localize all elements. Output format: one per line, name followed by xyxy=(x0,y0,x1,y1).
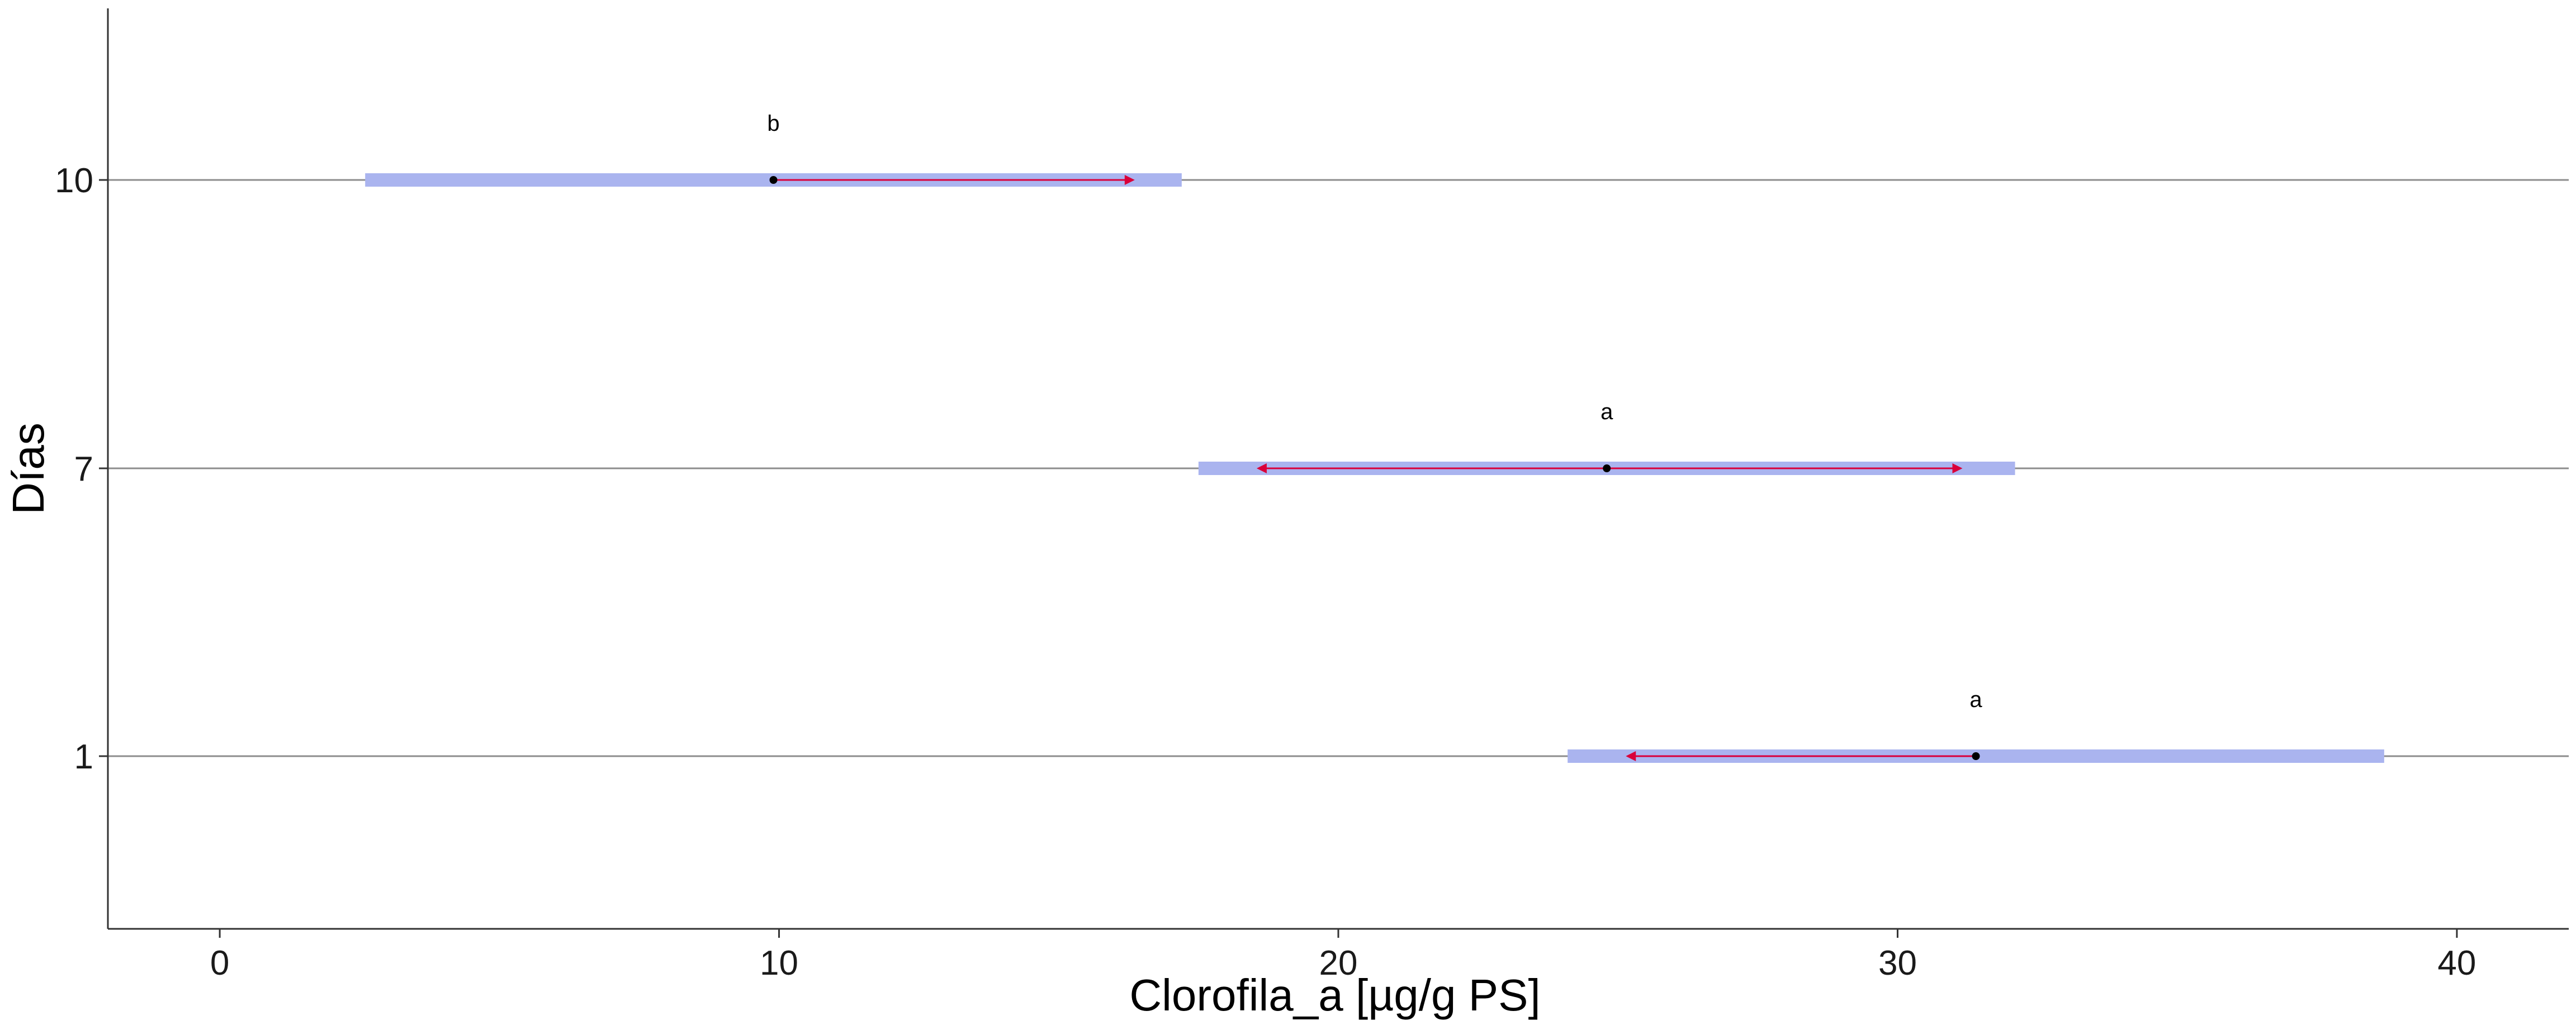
mean-point-day-1 xyxy=(1972,752,1980,760)
x-tick-label-20: 20 xyxy=(1319,944,1358,982)
mean-point-day-7 xyxy=(1603,464,1611,472)
group-label-day-10: b xyxy=(767,111,779,136)
x-tick-label-10: 10 xyxy=(760,944,798,982)
y-axis-title: Días xyxy=(3,423,53,515)
mean-point-day-10 xyxy=(769,176,778,184)
arrowhead-right-day-7 xyxy=(1952,463,1963,473)
ticks-layer: 1 7 10 0 10 20 30 40 xyxy=(55,162,2476,982)
y-tick-label-7: 7 xyxy=(74,450,93,488)
x-tick-label-30: 30 xyxy=(1878,944,1917,982)
arrowhead-right-day-10 xyxy=(1124,175,1135,185)
group-label-day-1: a xyxy=(1969,687,1982,712)
group-label-day-7: a xyxy=(1600,400,1613,424)
y-tick-label-10: 10 xyxy=(55,162,93,200)
x-tick-label-40: 40 xyxy=(2437,944,2476,982)
x-axis-title: Clorofila_a [µg/g PS] xyxy=(1129,970,1540,1020)
marks-layer: b a a xyxy=(365,111,2384,763)
x-tick-label-0: 0 xyxy=(210,944,229,982)
arrowhead-left-day-1 xyxy=(1626,751,1636,761)
y-tick-label-1: 1 xyxy=(74,738,93,776)
arrowhead-left-day-7 xyxy=(1256,463,1267,473)
